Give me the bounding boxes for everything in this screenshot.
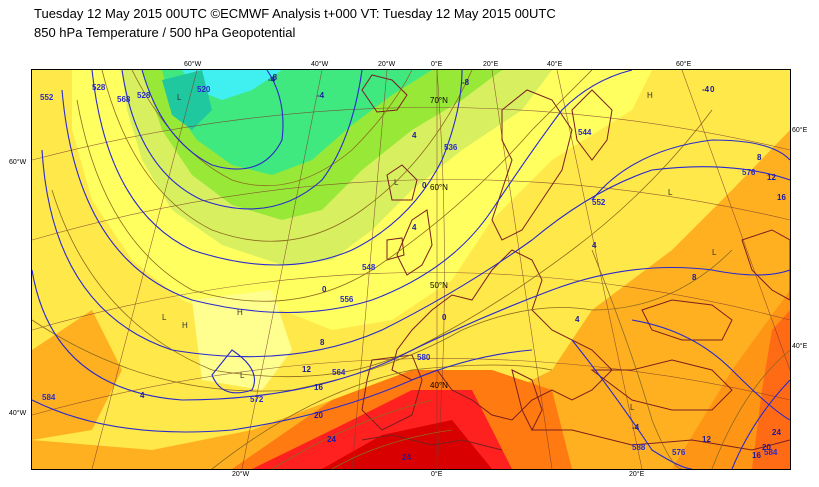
temp-label: -4 bbox=[317, 91, 325, 100]
lon-label-top: 20°W bbox=[378, 61, 396, 68]
temp-label: -8 bbox=[270, 73, 278, 82]
temp-label: 8 bbox=[692, 273, 697, 282]
temp-label: 12 bbox=[702, 435, 711, 444]
temp-label: 16 bbox=[314, 383, 323, 392]
temp-label: 24 bbox=[772, 428, 781, 437]
lon-label-top: 60°W bbox=[184, 61, 202, 68]
temp-label: 16 bbox=[777, 193, 786, 202]
lat-label: 60°N bbox=[430, 183, 448, 192]
gp-label: 584 bbox=[42, 393, 56, 402]
gp-label: 568 bbox=[117, 95, 131, 104]
temp-label: 24 bbox=[327, 435, 336, 444]
temp-label: -8 bbox=[462, 78, 470, 87]
low-centre: L bbox=[668, 188, 673, 197]
high-centre: H bbox=[647, 91, 653, 100]
temp-label: 8 bbox=[757, 153, 762, 162]
gp-label: 520 bbox=[197, 85, 211, 94]
gp-label: 544 bbox=[578, 128, 592, 137]
lat-label: 40°N bbox=[430, 381, 448, 390]
inner-latitude-labels: 70°N 60°N 50°N 40°N bbox=[430, 96, 448, 390]
temp-band-core bbox=[162, 70, 212, 130]
lat-label-right: 40°E bbox=[792, 343, 808, 350]
gp-label: 552 bbox=[592, 198, 606, 207]
high-centre: H bbox=[182, 321, 188, 330]
temp-label: 20 bbox=[762, 443, 771, 452]
gp-label: 552 bbox=[40, 93, 54, 102]
gp-label: 556 bbox=[340, 295, 354, 304]
map-subtitle: 850 hPa Temperature / 500 hPa Geopotenti… bbox=[34, 25, 296, 40]
low-centre: L bbox=[630, 403, 635, 412]
gp-label: 548 bbox=[362, 263, 376, 272]
geopotential-contours bbox=[32, 70, 790, 469]
weather-map: 552 528 520 528 536 544 548 556 564 572 … bbox=[31, 69, 791, 470]
temp-label: 4 bbox=[575, 315, 580, 324]
map-canvas: 552 528 520 528 536 544 548 556 564 572 … bbox=[32, 70, 790, 469]
gp-label: 572 bbox=[250, 395, 264, 404]
high-centre: H bbox=[237, 308, 243, 317]
temp-label: -4 bbox=[702, 85, 710, 94]
low-centre: L bbox=[177, 93, 182, 102]
temp-label: -4 bbox=[632, 423, 640, 432]
gp-label: 528 bbox=[92, 83, 106, 92]
temp-band-extreme bbox=[322, 420, 492, 469]
low-centre: L bbox=[162, 313, 167, 322]
temp-label: 0 bbox=[322, 285, 327, 294]
map-title: Tuesday 12 May 2015 00UTC ©ECMWF Analysi… bbox=[34, 6, 556, 21]
temp-band-east-warm bbox=[672, 290, 790, 469]
lat-label: 50°N bbox=[430, 281, 448, 290]
pressure-centres: L L H L H L L L L H bbox=[162, 91, 717, 412]
temp-label: -4 bbox=[268, 75, 276, 84]
gp-label: 580 bbox=[417, 353, 431, 362]
temp-label: 12 bbox=[767, 173, 776, 182]
temp-label: 0 bbox=[422, 181, 427, 190]
lat-label: 70°N bbox=[430, 96, 448, 105]
gp-label: 564 bbox=[332, 368, 346, 377]
temp-label: 12 bbox=[302, 365, 311, 374]
low-centre: L bbox=[394, 178, 399, 187]
lon-label-top: 20°E bbox=[483, 61, 499, 68]
lon-label-bottom: 20°E bbox=[629, 471, 645, 478]
temp-band-highpressure bbox=[192, 290, 292, 390]
temp-label: 4 bbox=[412, 131, 417, 140]
lon-label-top: 0°E bbox=[431, 61, 443, 68]
geopotential-labels: 552 528 520 528 536 544 548 556 564 572 … bbox=[40, 83, 778, 457]
low-centre: L bbox=[712, 248, 717, 257]
temp-label: 20 bbox=[314, 411, 323, 420]
gp-label: 528 bbox=[137, 91, 151, 100]
temp-label: 4 bbox=[412, 223, 417, 232]
lon-label-top: 40°E bbox=[547, 61, 563, 68]
temp-label: 0 bbox=[710, 85, 715, 94]
lat-label-left: 60°W bbox=[9, 159, 27, 166]
temp-label: 24 bbox=[402, 453, 411, 462]
temp-label: 8 bbox=[320, 338, 325, 347]
temp-label: 4 bbox=[592, 241, 597, 250]
low-centre: L bbox=[240, 371, 245, 380]
gp-label: 576 bbox=[742, 168, 756, 177]
lon-label-top: 40°W bbox=[311, 61, 329, 68]
lat-label-left: 40°W bbox=[9, 410, 27, 417]
lat-label-right: 60°E bbox=[792, 127, 808, 134]
temp-label: 4 bbox=[140, 391, 145, 400]
lon-label-bottom: 20°W bbox=[232, 471, 250, 478]
temperature-labels: -8 -4 0 4 8 12 16 20 24 24 4 0 -4 -8 4 8… bbox=[140, 73, 786, 462]
gp-label: 576 bbox=[672, 448, 686, 457]
gp-label: 588 bbox=[632, 443, 646, 452]
temp-label: 0 bbox=[442, 313, 447, 322]
gp-label: 584 bbox=[764, 448, 778, 457]
temp-label: 16 bbox=[752, 451, 761, 460]
lon-label-bottom: 0°E bbox=[431, 471, 443, 478]
gp-label: 536 bbox=[444, 143, 458, 152]
temp-band-west-warm bbox=[32, 310, 122, 440]
lon-label-top: 60°E bbox=[676, 61, 692, 68]
